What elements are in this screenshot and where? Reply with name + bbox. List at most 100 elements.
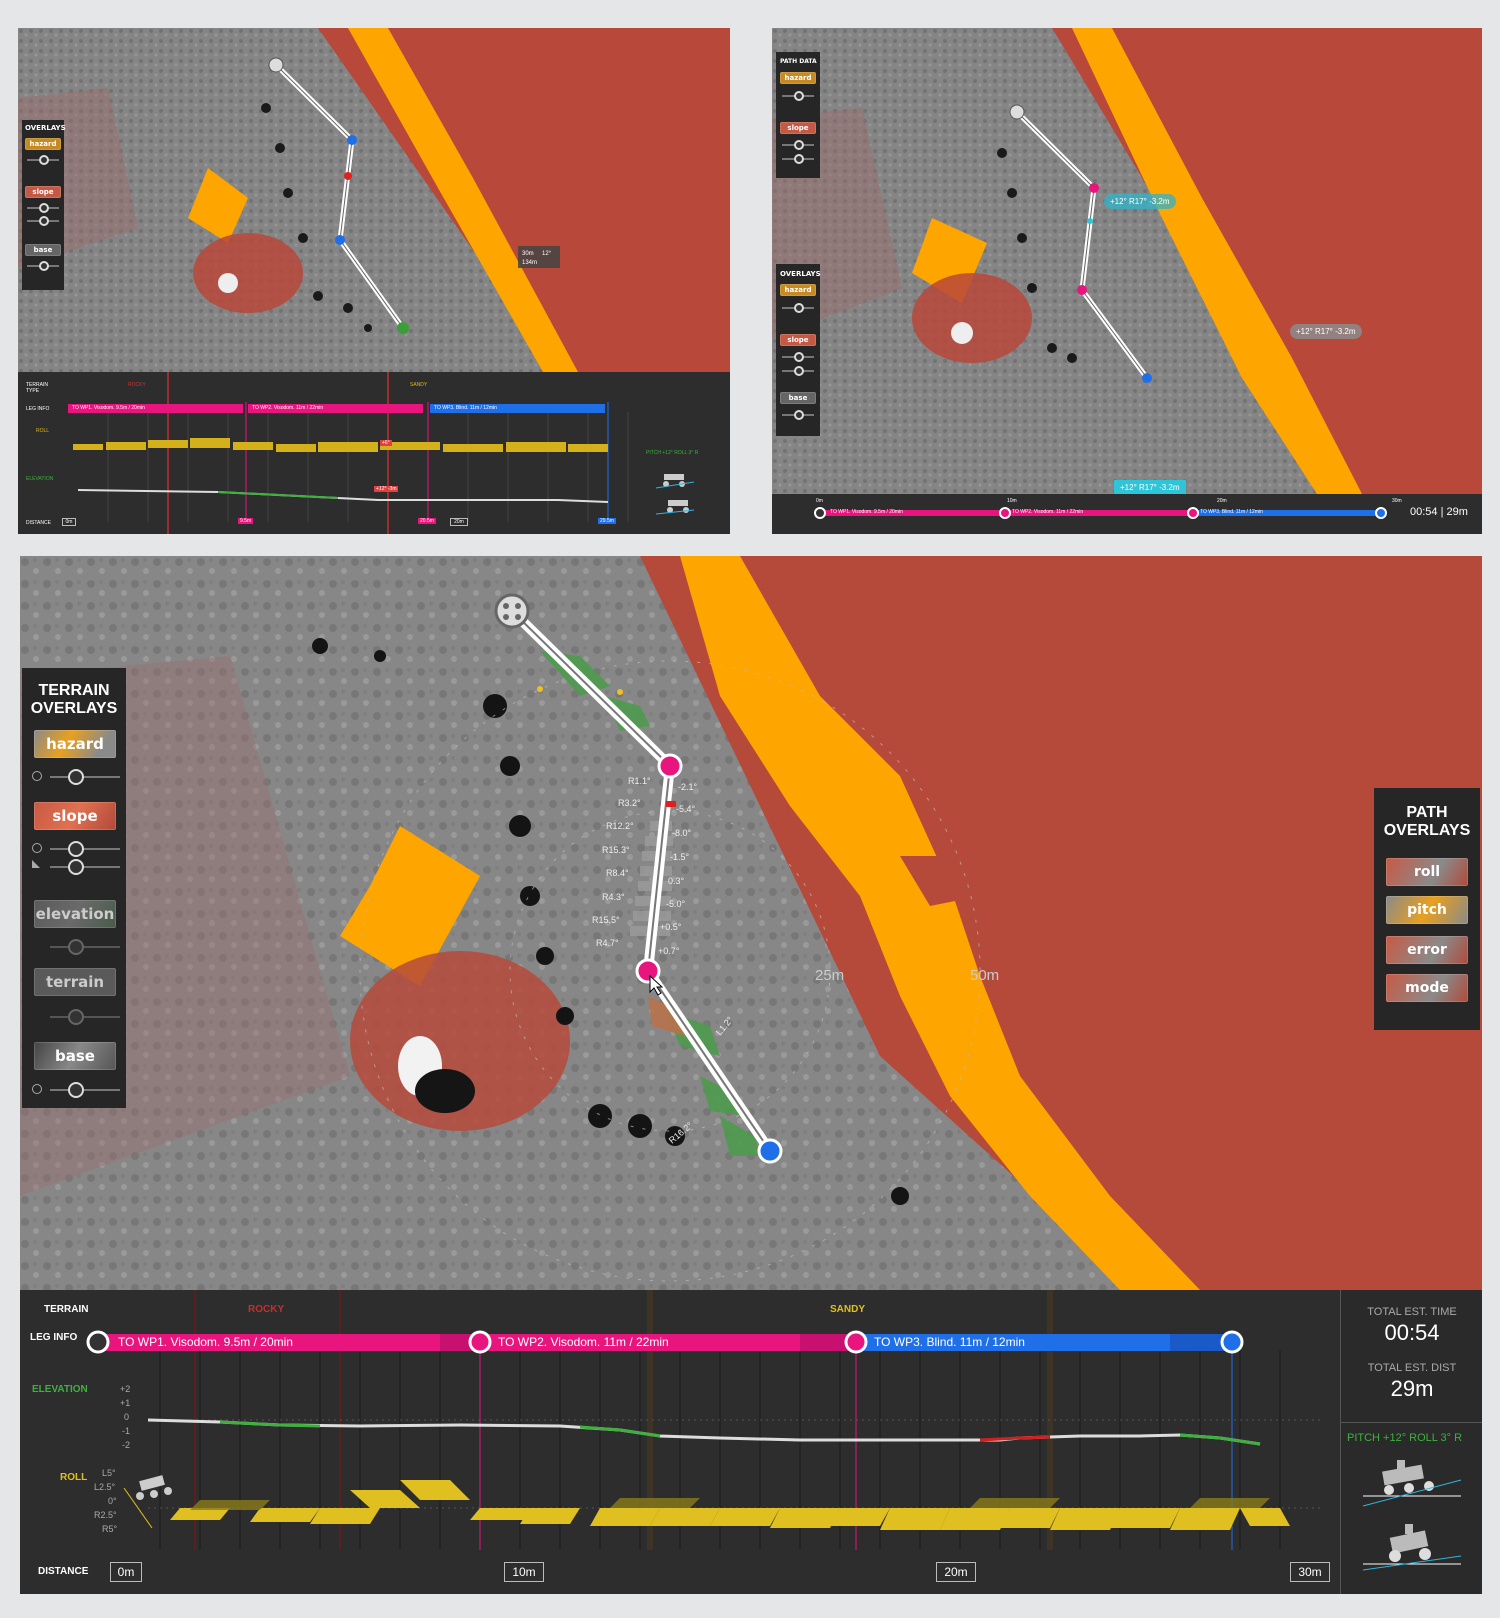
thumb1-leg-3[interactable]: TO WP3. Blind. 11m / 12min: [434, 405, 497, 411]
terrain-opacity-knob[interactable]: [68, 1009, 84, 1025]
thumb2-overlay-slope-slider-2[interactable]: [782, 366, 814, 376]
path-timeline[interactable]: TERRAIN ROCKY SANDY LEG INFO TO WP1. Vis…: [20, 1290, 1340, 1594]
thumb1-path[interactable]: [268, 57, 409, 334]
thumbnail-view-1[interactable]: 30m 12° 134m OVERLAYS hazard slope base …: [18, 28, 730, 534]
thumb2-overlay-base-slider[interactable]: [782, 410, 814, 420]
thumb2-path-hazard[interactable]: hazard: [780, 72, 816, 84]
visibility-toggle-icon[interactable]: [32, 771, 42, 781]
thumb2-leg-1[interactable]: TO WP1. Visodom. 9.5m / 20min: [830, 509, 903, 515]
thumb2-overlay-slope-slider[interactable]: [782, 352, 814, 362]
leg2-right-label: -5.4°: [676, 804, 696, 814]
elevation-overlay-chip[interactable]: elevation: [34, 900, 116, 928]
elevation-opacity-knob[interactable]: [68, 939, 84, 955]
rover-path[interactable]: [508, 607, 775, 1154]
waypoint-1[interactable]: [657, 753, 683, 779]
thumb1-slope-chip[interactable]: slope: [25, 186, 61, 198]
timeline-start-marker[interactable]: [86, 1330, 110, 1354]
thumb1-timeline[interactable]: TERRAIN TYPE LEG INFO ROLL ELEVATION DIS…: [18, 372, 730, 534]
terrain-overlay-chip[interactable]: terrain: [34, 968, 116, 996]
thumb1-base-chip[interactable]: base: [25, 244, 61, 256]
rover-pitch-icon: [1362, 1460, 1462, 1507]
slope-threshold-slider[interactable]: [50, 859, 120, 875]
main-map[interactable]: 25m 50m R1.1° R3.2° R12.2° R15.3° R8.4° …: [20, 556, 1482, 1290]
leg-1-label[interactable]: TO WP1. Visodom. 9.5m / 20min: [118, 1335, 293, 1349]
thumb1-marker-1: 9.5m: [238, 518, 254, 524]
leg-info-label: LEG INFO: [30, 1332, 78, 1343]
start-waypoint[interactable]: [494, 593, 530, 629]
thumb2-path-slope-slider-2[interactable]: [782, 154, 814, 164]
thumb1-hazard-chip[interactable]: hazard: [25, 138, 61, 150]
roll-row-label: ROLL: [60, 1472, 88, 1483]
thumb2-path-data-panel: PATH DATA hazard slope: [776, 52, 820, 178]
thumb1-tooltip-b: 12°: [542, 251, 552, 257]
thumb1-leg-1[interactable]: TO WP1. Visodom. 9.5m / 20min: [72, 405, 145, 411]
thumb2-overlays-title: OVERLAYS: [780, 270, 821, 278]
thumb1-leg-2[interactable]: TO WP2. Visodom. 11m / 22min: [252, 405, 324, 411]
slope-opacity-knob[interactable]: [68, 841, 84, 857]
timeline-wp3-marker[interactable]: [1220, 1330, 1244, 1354]
base-opacity-knob[interactable]: [68, 1082, 84, 1098]
terrain-opacity-slider[interactable]: [50, 1009, 120, 1025]
thumb2-path-data-title: PATH DATA: [780, 58, 817, 65]
roll-tick: R5°: [102, 1524, 118, 1534]
thumbnail-view-2[interactable]: +12° R17° -3.2m +12° R17° -3.2m PATH DAT…: [772, 28, 1482, 534]
timeline-wp2-marker[interactable]: [844, 1330, 868, 1354]
pitch-overlay-chip[interactable]: pitch: [1386, 896, 1468, 924]
leg2-left-label: R3.2°: [618, 798, 641, 808]
visibility-toggle-icon[interactable]: [32, 843, 42, 853]
path-overlays-panel: PATH OVERLAYS roll pitch error mode: [1374, 788, 1480, 1030]
terrain-overlays-title-2: OVERLAYS: [30, 700, 118, 717]
thumb2-overlay-hazard-slider[interactable]: [782, 303, 814, 313]
thumb1-base-slider[interactable]: [27, 261, 59, 271]
thumb1-map[interactable]: 30m 12° 134m: [18, 28, 730, 372]
hazard-opacity-slider[interactable]: [50, 769, 120, 785]
thumb1-terrain-sandy: SANDY: [410, 382, 428, 388]
base-opacity-slider[interactable]: [50, 1082, 120, 1098]
thumb1-slope-slider-2[interactable]: [27, 216, 59, 226]
elevation-opacity-slider[interactable]: [50, 939, 120, 955]
mode-overlay-chip[interactable]: mode: [1386, 974, 1468, 1002]
leg2-right-label: -2.1°: [678, 782, 698, 792]
elev-tick: -1: [122, 1426, 131, 1436]
thumb1-slope-slider[interactable]: [27, 203, 59, 213]
visibility-toggle-icon[interactable]: [32, 1084, 42, 1094]
roll-overlay-chip[interactable]: roll: [1386, 858, 1468, 886]
distance-tick-0: 0m: [110, 1562, 142, 1582]
thumb2-leg-3[interactable]: TO WP3. Blind. 11m / 12min: [1200, 509, 1263, 515]
thumb2-map[interactable]: [772, 28, 1482, 494]
thumb1-overlays-panel: OVERLAYS hazard slope base: [22, 120, 66, 290]
thumb1-row-elev: ELEVATION: [26, 476, 54, 482]
thumb2-path[interactable]: [1009, 104, 1152, 383]
error-overlay-chip[interactable]: error: [1386, 936, 1468, 964]
thumb2-overlays-panel: OVERLAYS hazard slope base: [776, 264, 821, 436]
timeline-wp1-marker[interactable]: [468, 1330, 492, 1354]
range-label-25: 25m: [815, 967, 844, 984]
slope-overlay-chip[interactable]: slope: [34, 802, 116, 830]
terrain-type-sandy: SANDY: [830, 1304, 866, 1315]
leg-2-label[interactable]: TO WP2. Visodom. 11m / 22min: [498, 1335, 669, 1349]
roll-tick: L2.5°: [94, 1482, 116, 1492]
base-overlay-chip[interactable]: base: [34, 1042, 116, 1070]
thumb2-tooltip-2: +12° R17° -3.2m: [1290, 324, 1362, 339]
elev-tick: 0: [124, 1412, 130, 1422]
thumb2-path-slope[interactable]: slope: [780, 122, 816, 134]
slope-opacity-slider[interactable]: [50, 841, 120, 857]
thumb2-path-hazard-slider[interactable]: [782, 91, 814, 101]
leg-3-label[interactable]: TO WP3. Blind. 11m / 12min: [874, 1335, 1025, 1349]
thumb2-overlay-base[interactable]: base: [780, 392, 816, 404]
path-overlays-title-1: PATH: [1406, 804, 1448, 821]
distance-row-label: DISTANCE: [38, 1566, 89, 1577]
thumb2-path-slope-slider[interactable]: [782, 140, 814, 150]
waypoint-2[interactable]: [635, 958, 661, 984]
thumb1-hazard-slider[interactable]: [27, 155, 59, 165]
waypoint-3[interactable]: [757, 1138, 783, 1164]
thumb2-timeline[interactable]: 0m 10m 20m 30m TO WP1. Visodom. 9.5m / 2…: [772, 494, 1482, 534]
thumb2-overlay-slope[interactable]: slope: [780, 334, 816, 346]
thumb2-overlay-hazard[interactable]: hazard: [780, 284, 816, 296]
hazard-opacity-knob[interactable]: [68, 769, 84, 785]
main-view[interactable]: 25m 50m R1.1° R3.2° R12.2° R15.3° R8.4° …: [20, 556, 1482, 1594]
thumb2-leg-2[interactable]: TO WP2. Visodom. 11m / 22min: [1012, 509, 1084, 515]
hazard-overlay-chip[interactable]: hazard: [34, 730, 116, 758]
slope-threshold-knob[interactable]: [68, 859, 84, 875]
terrain-overlays-panel: TERRAIN OVERLAYS hazard slope elevation …: [22, 668, 126, 1108]
